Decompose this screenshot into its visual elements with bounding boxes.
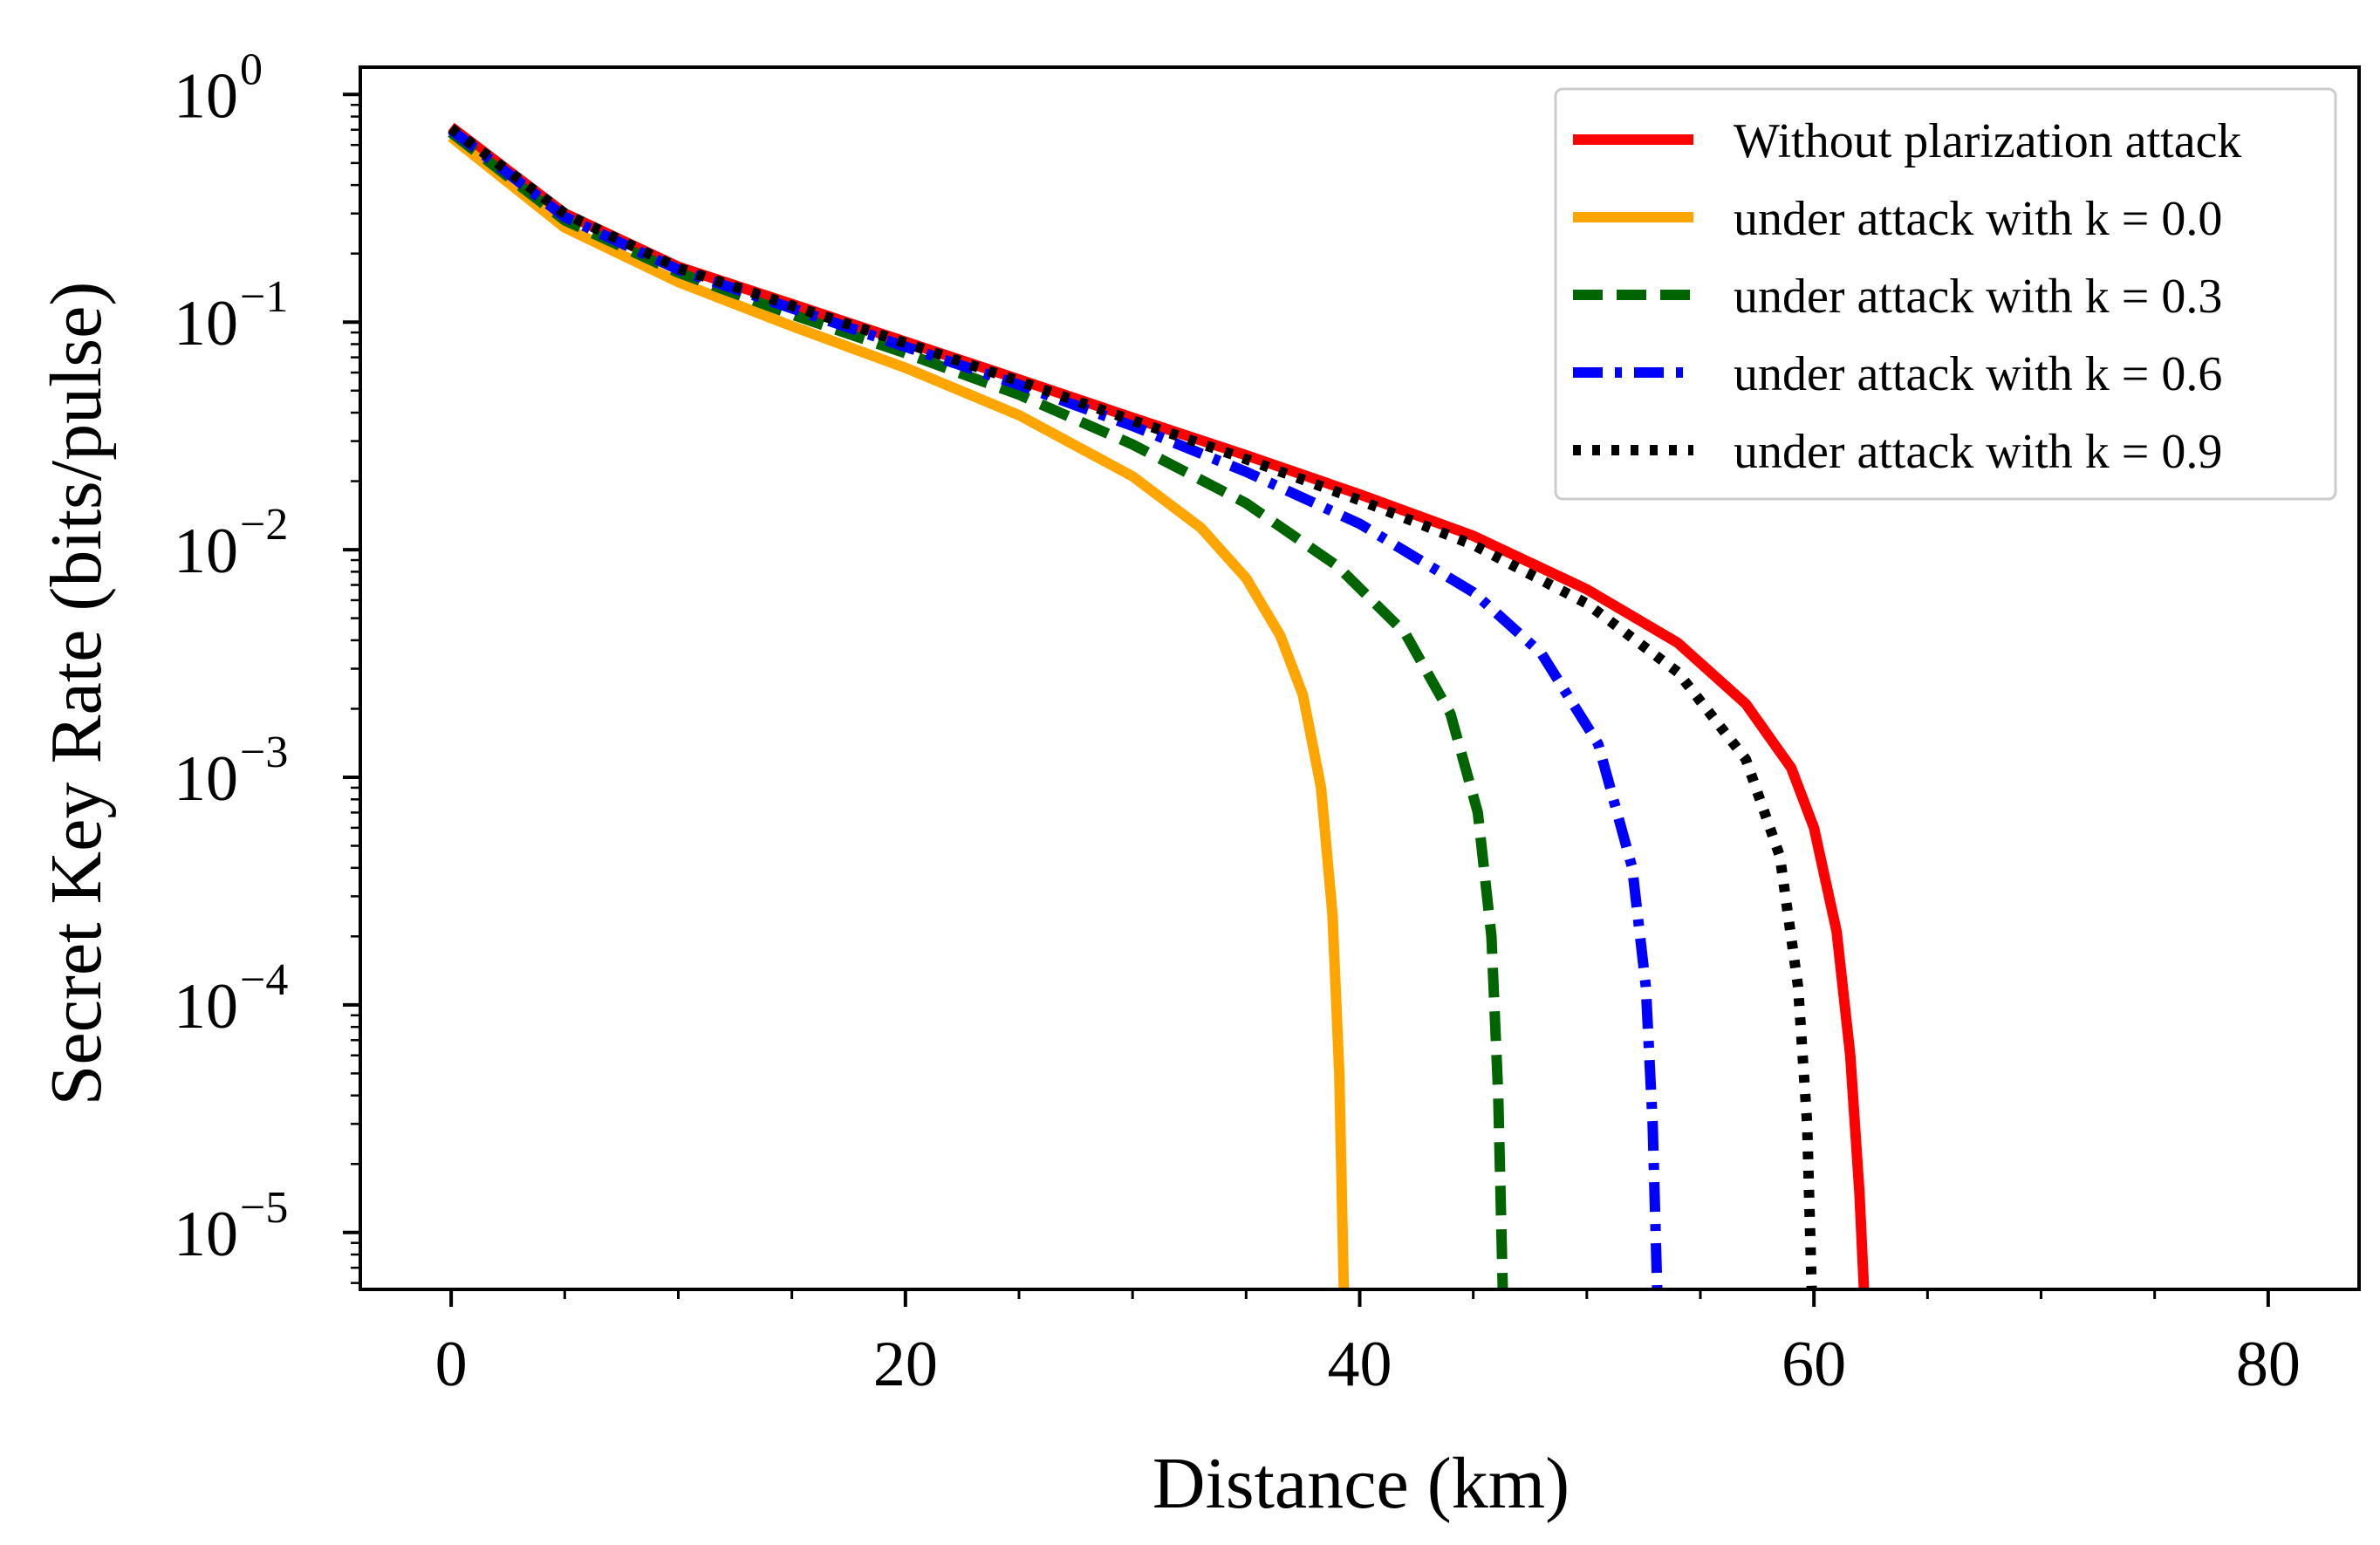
y-axis-title: Secret Key Rate (bits/pulse) bbox=[36, 282, 117, 1106]
series-layer bbox=[448, 122, 1870, 1290]
legend-label: under attack with k = 0.3 bbox=[1734, 270, 2222, 324]
y-tick-label: 10 bbox=[174, 743, 238, 815]
legend-label: under attack with k = 0.9 bbox=[1734, 425, 2222, 479]
y-tick-label: 10 bbox=[174, 288, 238, 359]
y-tick-label: 10 bbox=[174, 60, 238, 132]
legend: Without plarization attack under attack w… bbox=[1554, 87, 2337, 501]
legend-label: under attack with k = 0.0 bbox=[1734, 192, 2222, 246]
y-tick-exponent: −3 bbox=[240, 728, 288, 777]
x-tick-label: 60 bbox=[1782, 1329, 1846, 1400]
x-tick-label: 80 bbox=[2236, 1329, 2301, 1400]
y-tick-exponent: −2 bbox=[240, 500, 288, 550]
legend-label: Without plarization attack bbox=[1734, 114, 2241, 168]
legend-box bbox=[1554, 87, 2337, 501]
y-tick-exponent: −1 bbox=[240, 272, 288, 322]
y-tick-label: 10 bbox=[174, 1199, 238, 1270]
series-line-3 bbox=[448, 125, 1663, 1290]
series-line-1 bbox=[448, 133, 1350, 1290]
x-tick-label: 20 bbox=[873, 1329, 938, 1400]
y-tick-exponent: 0 bbox=[240, 44, 263, 94]
y-tick-label: 10 bbox=[174, 971, 238, 1043]
y-tick-exponent: −4 bbox=[240, 955, 288, 1005]
x-tick-label: 40 bbox=[1328, 1329, 1392, 1400]
x-axis-title: Distance (km) bbox=[1152, 1443, 1570, 1524]
y-tick-label: 10 bbox=[174, 516, 238, 587]
y-tick-exponent: −5 bbox=[240, 1183, 288, 1233]
legend-label: under attack with k = 0.6 bbox=[1734, 347, 2222, 401]
x-tick-label: 0 bbox=[435, 1329, 468, 1400]
series-line-4 bbox=[448, 124, 1817, 1290]
